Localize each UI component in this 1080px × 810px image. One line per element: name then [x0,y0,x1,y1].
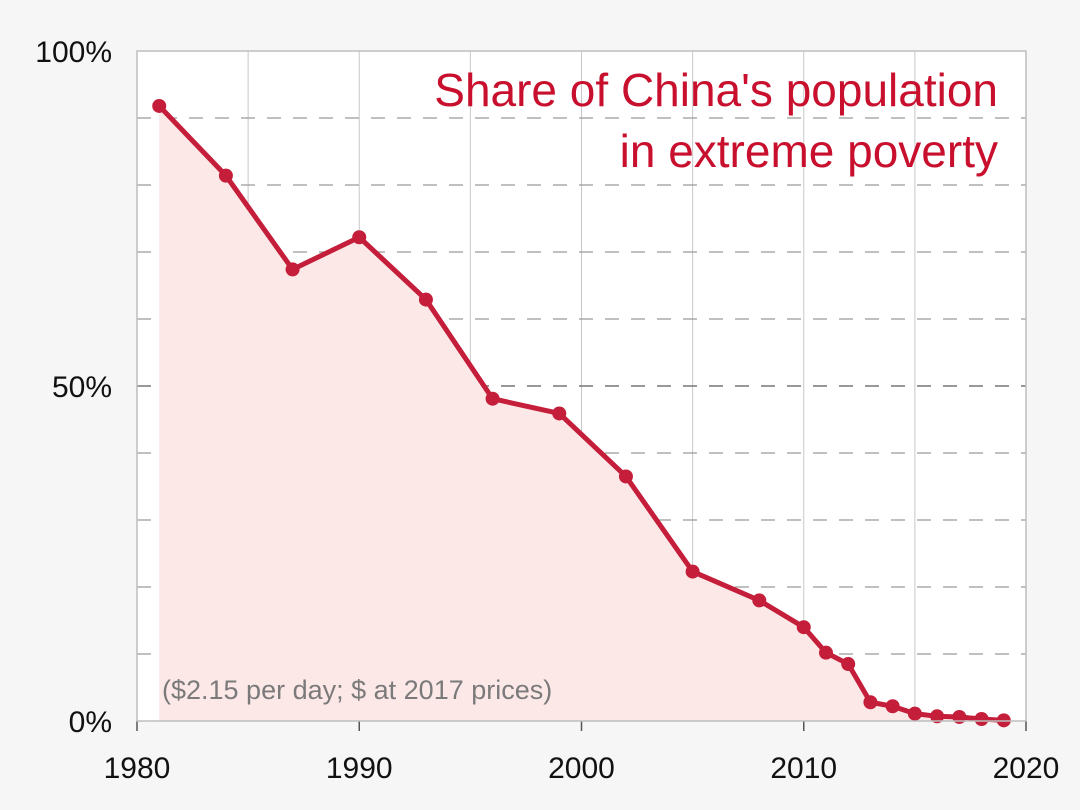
x-tick-label: 2020 [993,752,1060,785]
y-tick-label: 100% [35,36,112,69]
data-point [152,98,167,113]
data-point [974,711,989,726]
chart-note: ($2.15 per day; $ at 2017 prices) [162,675,552,705]
x-tick-label: 1980 [104,752,171,785]
chart-title-line-2: in extreme poverty [620,125,998,177]
x-axis-ticks: 1980 1990 2000 2010 2020 [104,721,1060,785]
data-point [907,706,922,721]
x-tick-label: 2010 [770,752,837,785]
y-tick-label: 0% [69,706,112,739]
x-tick-label: 1990 [326,752,393,785]
data-point [552,406,567,421]
data-point [818,645,833,660]
data-point [841,657,856,672]
data-point [685,564,700,579]
data-point [752,593,767,608]
data-point [863,695,878,710]
area-fill [159,105,1004,721]
data-point [952,709,967,724]
x-tick-label: 2000 [548,752,615,785]
data-point [285,262,300,277]
plot-frame [136,50,1027,722]
data-point [796,620,811,635]
data-point [485,391,500,406]
y-axis-ticks: 0% 50% 100% [35,36,112,739]
data-point [418,292,433,307]
data-point [618,469,633,484]
data-point [930,709,945,724]
y-tick-label: 50% [52,371,112,404]
data-point [218,168,233,183]
data-point [352,230,367,245]
data-points [152,98,1011,728]
data-point [885,699,900,714]
chart-title-line-1: Share of China's population [434,64,998,116]
